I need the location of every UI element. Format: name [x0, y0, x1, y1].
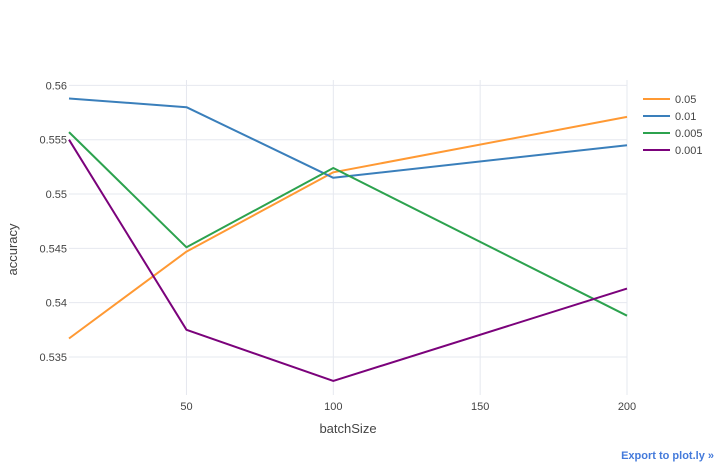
- legend-item-0.01[interactable]: 0.01: [643, 111, 696, 123]
- y-tick-label: 0.56: [46, 80, 67, 92]
- legend-label: 0.001: [675, 145, 703, 157]
- series-lines: [68, 97, 628, 382]
- legend-label: 0.01: [675, 111, 696, 123]
- series-line-0.001: [68, 139, 628, 382]
- y-axis-title: accuracy: [5, 223, 20, 276]
- export-to-plotly-link[interactable]: Export to plot.ly »: [621, 450, 714, 462]
- x-tick-labels: 50 100 150 200: [180, 401, 636, 413]
- x-tick-label: 100: [324, 401, 342, 413]
- y-tick-label: 0.55: [46, 189, 67, 201]
- y-tick-label: 0.54: [46, 298, 67, 310]
- x-tick-label: 200: [618, 401, 636, 413]
- series-line-0.005: [68, 131, 628, 317]
- legend-item-0.05[interactable]: 0.05: [643, 94, 696, 106]
- x-axis-title: batchSize: [319, 421, 376, 436]
- y-tick-label: 0.535: [39, 352, 67, 364]
- grid: [69, 80, 628, 395]
- x-tick-label: 50: [180, 401, 192, 413]
- x-tick-label: 150: [471, 401, 489, 413]
- legend-item-0.005[interactable]: 0.005: [643, 128, 703, 140]
- legend-item-0.001[interactable]: 0.001: [643, 145, 703, 157]
- y-tick-labels: 0.535 0.54 0.545 0.55 0.555 0.56: [39, 80, 67, 364]
- y-tick-label: 0.545: [39, 243, 67, 255]
- series-line-0.01: [68, 97, 628, 179]
- series-line-0.05: [68, 115, 628, 340]
- legend-label: 0.05: [675, 94, 696, 106]
- legend-label: 0.005: [675, 128, 703, 140]
- legend[interactable]: 0.05 0.01 0.005 0.001: [643, 94, 703, 157]
- y-tick-label: 0.555: [39, 135, 67, 147]
